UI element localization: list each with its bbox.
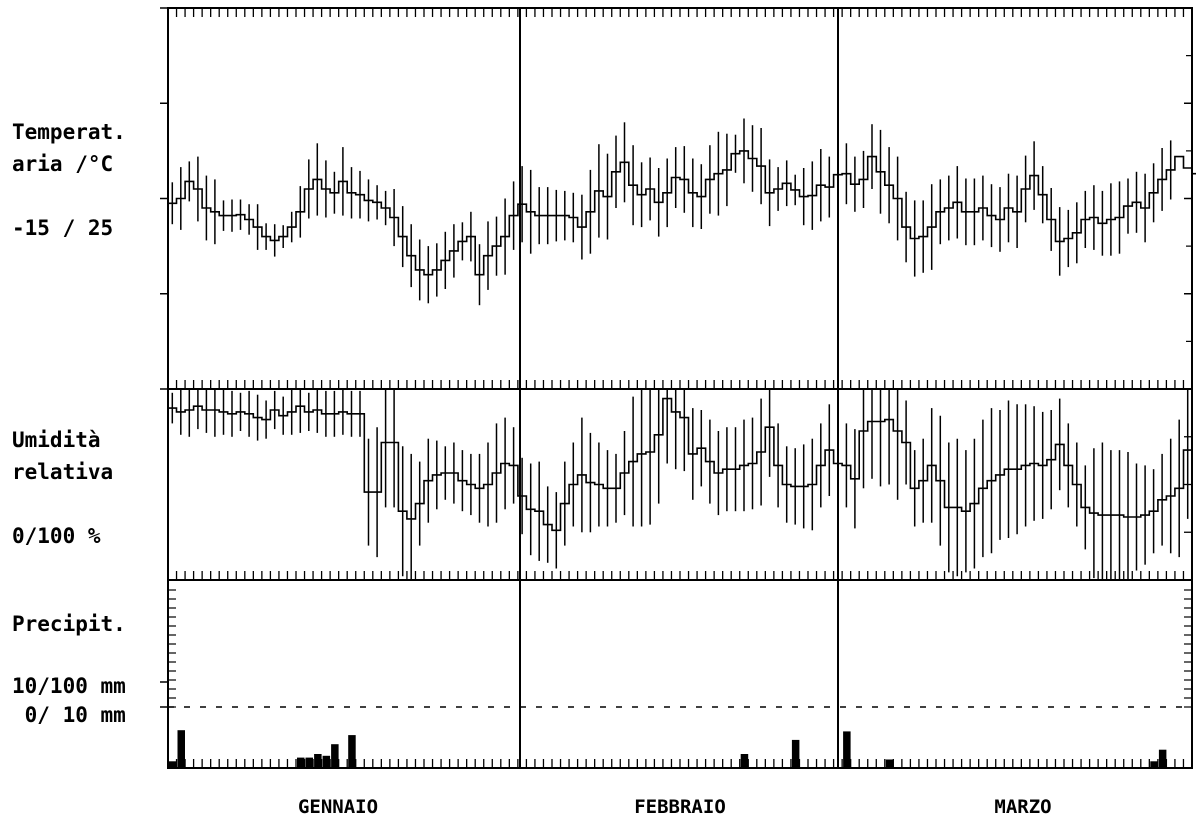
precipitation-series xyxy=(169,730,1167,768)
temp-step-line xyxy=(168,150,1196,276)
hum-label-line1: Umidità xyxy=(12,428,101,452)
precip-bar xyxy=(331,744,339,768)
precip-bar xyxy=(297,757,305,768)
precip-bar xyxy=(314,754,322,768)
precip-bar xyxy=(843,731,851,768)
hum-range-label: 0/100 % xyxy=(12,524,101,548)
precip-bar xyxy=(740,754,749,768)
precip-bar xyxy=(348,735,356,768)
temp-range-label: -15 / 25 xyxy=(12,216,114,240)
chart-ticks xyxy=(160,7,1192,768)
precip-bar xyxy=(322,755,331,768)
precip-bar xyxy=(177,730,185,768)
panel-frame-3 xyxy=(167,579,1193,769)
precip-bar xyxy=(1158,749,1167,768)
month-label-febbraio: FEBBRAIO xyxy=(634,796,726,818)
temperature-series xyxy=(168,118,1196,306)
prec-label-line1: Precipit. xyxy=(12,612,126,636)
month-label-marzo: MARZO xyxy=(994,796,1052,818)
precip-bar xyxy=(885,759,894,768)
humidity-series xyxy=(168,389,1192,580)
precip-bar xyxy=(791,739,800,768)
hum-step-line xyxy=(168,397,1192,532)
temp-label-line1: Temperat. xyxy=(12,120,126,144)
precip-bar xyxy=(169,761,177,768)
prec-scale-high-label: 10/100 mm xyxy=(12,674,126,698)
hum-label-line2: relativa xyxy=(12,460,114,484)
precip-bar xyxy=(1150,761,1158,768)
panel-frame-1 xyxy=(167,7,1193,390)
month-label-gennaio: GENNAIO xyxy=(297,796,379,818)
prec-scale-low-label: 0/ 10 mm xyxy=(12,703,126,727)
temp-label-line2: aria /°C xyxy=(12,152,114,176)
precip-bar xyxy=(305,757,313,768)
